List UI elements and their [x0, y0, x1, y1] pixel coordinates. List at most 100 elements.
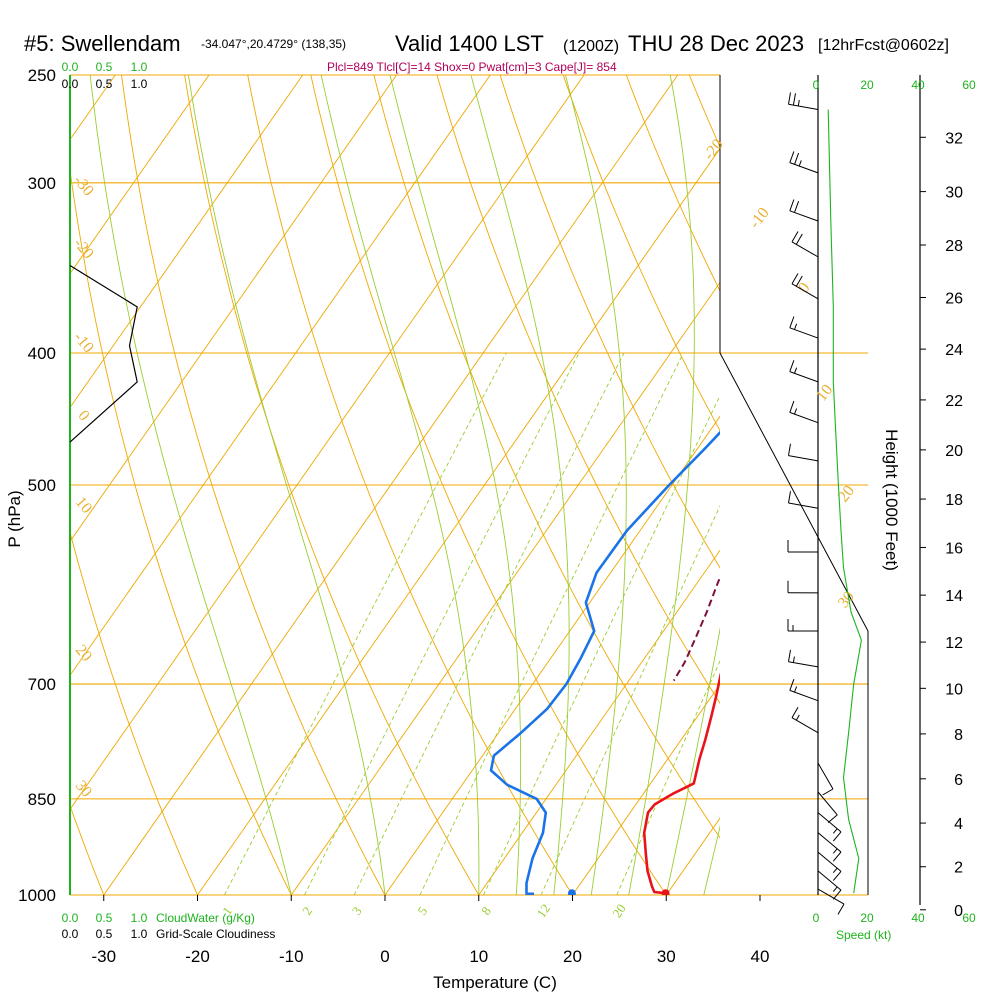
- barb-flag: [794, 152, 800, 165]
- isotherm-line: [478, 549, 720, 895]
- dry-adiabat-line: [70, 530, 198, 895]
- cloudiness-label: Grid-Scale Cloudiness: [156, 927, 275, 941]
- barb-half-flag: [832, 867, 838, 874]
- speed-tick-label-top: 60: [962, 78, 976, 92]
- barb-half-flag: [794, 686, 798, 693]
- barb-flag: [788, 649, 791, 662]
- mixing-ratio-label: 20: [609, 901, 629, 920]
- mixing-ratio-label: 2: [299, 904, 315, 918]
- wind-barb: [791, 707, 819, 734]
- barb-half-flag: [832, 848, 838, 854]
- mixing-ratio-line: [616, 659, 720, 895]
- barb-shaft: [788, 103, 819, 110]
- temperature-tick-label: -10: [279, 947, 304, 966]
- utc-time: (1200Z): [563, 38, 619, 55]
- speed-tick-label-top: 20: [860, 78, 874, 92]
- moist-adiabat-line: [564, 75, 627, 895]
- dry-adiabat-line: [436, 75, 720, 705]
- sounding-series: [489, 430, 720, 895]
- wind-barb: [817, 851, 842, 881]
- barb-shaft: [817, 851, 842, 872]
- wind-barb: [817, 812, 842, 842]
- wind-barb: [788, 443, 819, 462]
- cloudiness-tick-label-top: 1.0: [131, 77, 148, 91]
- mixing-ratio-label: 8: [478, 904, 494, 918]
- barb-flag: [832, 871, 842, 881]
- isobars: [70, 74, 868, 896]
- height-tick-label: 30: [945, 185, 963, 202]
- moist-adiabat-line: [187, 75, 386, 895]
- wind-barb: [789, 400, 819, 424]
- wind-barb: [789, 199, 819, 222]
- isotherm-line: [0, 75, 22, 895]
- dewpoint-line: [489, 430, 720, 895]
- moist-adiabat-line: [89, 75, 292, 895]
- barb-flag: [832, 889, 842, 900]
- barb-flag: [832, 851, 842, 862]
- wind-barb: [789, 679, 819, 702]
- barb-flag: [789, 360, 795, 372]
- temperature-tick-label: 20: [563, 947, 582, 966]
- isotherm-label: 30: [835, 588, 858, 611]
- isotherm-label: -10: [746, 205, 773, 232]
- pressure-tick-label: 500: [28, 476, 56, 495]
- barb-flag: [789, 151, 795, 163]
- parcel-line: [672, 574, 720, 682]
- barb-shaft: [788, 455, 819, 462]
- dry-adiabat-line: [70, 804, 105, 895]
- barb-shaft: [788, 502, 819, 509]
- dry-adiabat-line: [247, 75, 573, 895]
- moist-adiabat-line: [665, 627, 720, 895]
- barb-half-flag: [798, 160, 802, 167]
- wind-barb: [817, 832, 842, 862]
- wind-barb: [787, 540, 819, 553]
- speed-tick-label-top: 0: [813, 78, 820, 92]
- wind-barb: [787, 580, 819, 594]
- cloudwater-tick-label-top: 0.0: [62, 60, 79, 74]
- barb-flag: [795, 275, 803, 287]
- barb-flag: [791, 231, 799, 243]
- dry-adiabat-label: -10: [70, 329, 97, 356]
- x-axis-label: Temperature (C): [433, 973, 557, 992]
- barb-flag: [789, 400, 795, 413]
- dry-adiabat-label: 10: [72, 494, 95, 517]
- wind-speed-line: [827, 109, 862, 894]
- surface-dewpoint-marker: [567, 889, 576, 895]
- cloudwater-tick-label-bottom: 0.5: [96, 911, 113, 925]
- temperature-tick-label: -20: [185, 947, 210, 966]
- wind-barb: [791, 273, 819, 300]
- barb-half-flag: [794, 408, 798, 415]
- barb-flag: [791, 707, 799, 718]
- wind-barb: [789, 360, 819, 383]
- height-tick-label: 18: [945, 492, 963, 509]
- barb-half-flag: [792, 656, 795, 663]
- isotherm-label: 10: [813, 381, 836, 404]
- wind-barb: [788, 92, 819, 110]
- speed-label: Speed (kt): [836, 928, 891, 942]
- barb-shaft: [788, 661, 819, 668]
- mixing-ratio-line: [223, 352, 507, 895]
- dry-adiabat-label: 20: [72, 642, 95, 665]
- barb-half-flag: [832, 886, 838, 892]
- pressure-tick-label: 1000: [18, 886, 56, 905]
- cloudwater-tick-label-top: 0.5: [96, 60, 113, 74]
- barb-shaft: [789, 371, 819, 383]
- wind-barb: [787, 619, 819, 632]
- height-tick-label: 0: [954, 903, 963, 920]
- pressure-tick-label: 850: [28, 790, 56, 809]
- barb-shaft: [817, 791, 838, 816]
- wind-barb: [789, 151, 819, 174]
- mixing-ratio-label: 3: [349, 904, 365, 918]
- barb-flag: [837, 903, 845, 915]
- pressure-tick-label: 300: [28, 174, 56, 193]
- barb-shaft: [789, 689, 819, 702]
- dry-adiabat-label: -30: [70, 172, 97, 199]
- barb-flag: [827, 814, 838, 823]
- cloudwater-tick-label-bottom: 1.0: [131, 911, 148, 925]
- dry-adiabat-line: [121, 75, 386, 895]
- barb-flag: [788, 443, 791, 456]
- height-tick-label: 2: [954, 860, 963, 877]
- barb-flag: [792, 93, 796, 106]
- dry-adiabat-label: 0: [74, 407, 92, 424]
